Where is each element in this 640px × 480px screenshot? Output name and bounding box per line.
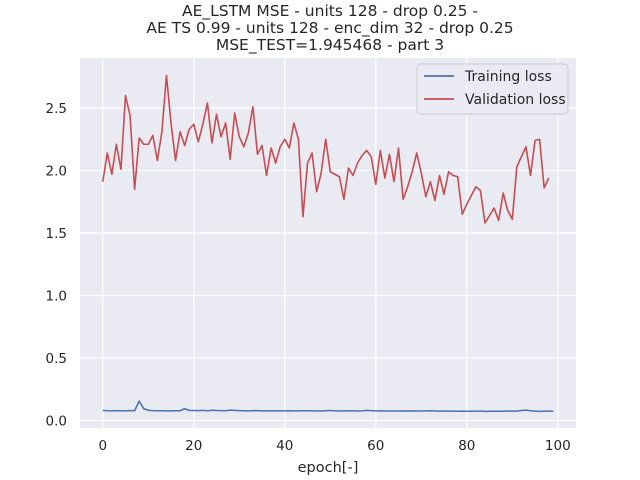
y-axis-ticks: 0.0 0.5 1.0 1.5 2.0 2.5 bbox=[46, 101, 67, 430]
x-tick-label: 40 bbox=[276, 438, 293, 454]
legend: Training loss Validation loss bbox=[416, 63, 569, 115]
x-axis-label: epoch[-] bbox=[298, 460, 359, 476]
legend-label-training: Training loss bbox=[464, 69, 552, 85]
y-tick-label: 2.0 bbox=[46, 164, 67, 180]
x-tick-label: 80 bbox=[458, 438, 475, 454]
series-line-validation-loss bbox=[101, 74, 550, 224]
legend-box bbox=[416, 63, 569, 115]
x-tick-label: 0 bbox=[98, 438, 107, 454]
chart-title-line-1: AE_LSTM MSE - units 128 - drop 0.25 - bbox=[182, 2, 478, 21]
legend-label-validation: Validation loss bbox=[465, 92, 566, 108]
y-tick-label: 1.5 bbox=[46, 226, 67, 242]
chart-title-line-2: AE TS 0.99 - units 128 - enc_dim 32 - dr… bbox=[146, 19, 513, 38]
y-tick-label: 1.0 bbox=[46, 289, 67, 305]
chart-title-line-3: MSE_TEST=1.945468 - part 3 bbox=[216, 36, 444, 55]
x-tick-label: 60 bbox=[367, 438, 384, 454]
y-tick-label: 0.0 bbox=[46, 414, 67, 430]
series-lines bbox=[101, 74, 554, 413]
x-axis-ticks: 0 20 40 60 80 100 bbox=[98, 438, 570, 454]
y-tick-label: 0.5 bbox=[46, 351, 67, 367]
y-tick-label: 2.5 bbox=[46, 101, 67, 117]
x-tick-label: 100 bbox=[545, 438, 571, 454]
x-tick-label: 20 bbox=[185, 438, 202, 454]
series-line-training-loss bbox=[102, 400, 554, 413]
